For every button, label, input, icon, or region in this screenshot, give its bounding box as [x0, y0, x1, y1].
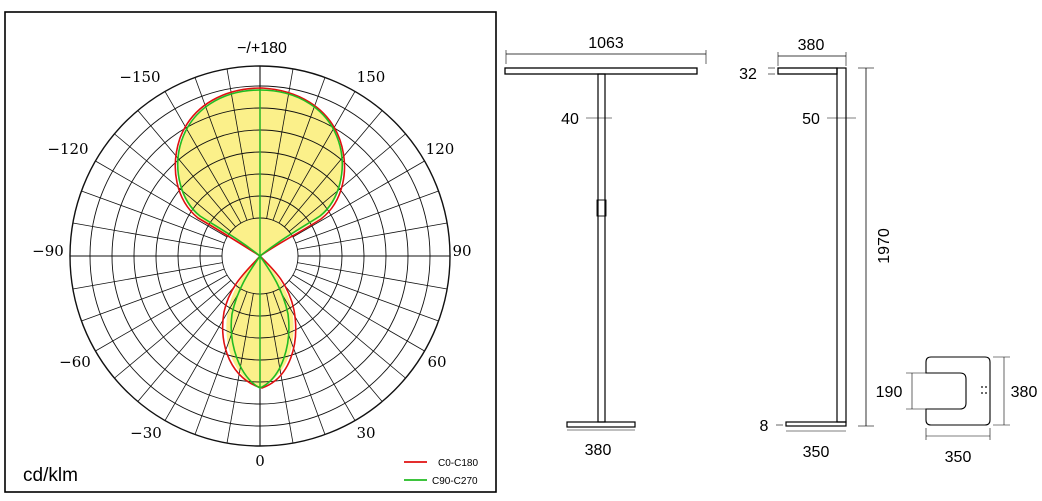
grid-spoke [272, 291, 326, 435]
hole [981, 392, 983, 394]
polar-grid [69, 65, 451, 447]
side-head-label: 32 [739, 66, 757, 83]
angle-label-minus90: −90 [32, 242, 64, 260]
base-plate [566, 421, 636, 428]
grid-spoke [295, 268, 439, 322]
top-depth-label: 380 [1011, 384, 1038, 401]
distribution-curves [174, 87, 346, 389]
angle-label-minus150: −150 [119, 68, 160, 86]
grid-spoke [194, 291, 248, 435]
top-view-holes [981, 386, 987, 394]
grid-spoke [292, 274, 425, 352]
angle-label-top: −/+180 [237, 40, 287, 57]
angle-label-150: 150 [357, 68, 386, 86]
angle-labels: −/+180 −150 150 −120 120 −90 90 −60 60 −… [32, 40, 471, 470]
angle-label-90: 90 [452, 242, 471, 260]
top-width-label: 350 [945, 449, 972, 466]
hole [985, 386, 987, 388]
front-width-label: 1063 [588, 35, 624, 52]
polar-frame [4, 11, 497, 493]
grid-spoke [278, 288, 356, 421]
grid-spoke [284, 284, 383, 402]
angle-label-120: 120 [426, 140, 455, 158]
angle-label-minus60: −60 [59, 353, 91, 371]
side-base-depth-label: 350 [803, 444, 830, 461]
top-view [906, 356, 1010, 440]
legend-label-c90-c270: C90-C270 [432, 476, 478, 487]
grid-spoke [95, 160, 228, 238]
side-pole-label: 50 [802, 111, 820, 128]
hole [981, 386, 983, 388]
side-base [785, 421, 847, 427]
base-outline [925, 356, 991, 426]
front-base-label: 380 [585, 442, 612, 459]
pole-joint [596, 199, 607, 217]
front-view [504, 50, 707, 431]
grid-spoke [288, 280, 406, 379]
unit-label: cd/klm [23, 465, 78, 486]
front-arm-label: 40 [561, 111, 579, 128]
grid-spoke [194, 77, 248, 221]
front-view-labels: 1063 40 380 [561, 35, 624, 459]
angle-label-bottom: 0 [255, 452, 265, 470]
grid-spoke [297, 262, 448, 290]
angle-label-60: 60 [427, 353, 446, 371]
grid-spoke [114, 280, 232, 379]
grid-spoke [295, 190, 439, 244]
angle-label-minus120: −120 [47, 140, 88, 158]
top-inner-label: 190 [876, 384, 903, 401]
side-view [768, 52, 874, 432]
side-view-labels: 380 32 50 1970 8 350 [739, 37, 893, 461]
grid-spoke [81, 268, 225, 322]
luminaire-head [504, 67, 698, 75]
grid-spoke [95, 274, 228, 352]
grid-spoke [226, 293, 254, 444]
grid-spoke [272, 77, 326, 221]
grid-spoke [72, 222, 223, 250]
grid-spoke [72, 262, 223, 290]
grid-spoke [137, 284, 236, 402]
pole [597, 73, 606, 423]
legend: C0-C180 C90-C270 [404, 458, 478, 487]
polar-diagram-panel: −/+180 −150 150 −120 120 −90 90 −60 60 −… [4, 11, 497, 493]
top-view-labels: 190 380 350 [876, 384, 1038, 466]
grid-spoke [297, 222, 448, 250]
side-depth-label: 380 [798, 37, 825, 54]
grid-spoke [292, 160, 425, 238]
legend-label-c0-c180: C0-C180 [438, 458, 478, 469]
angle-label-30: 30 [356, 424, 375, 442]
grid-spoke [288, 133, 406, 232]
side-pole [836, 67, 847, 423]
angle-label-minus30: −30 [130, 424, 162, 442]
curve-c0-c180-upper [174, 87, 346, 257]
grid-spoke [164, 91, 242, 224]
grid-spoke [164, 288, 242, 421]
grid-spoke [284, 110, 383, 228]
grid-spoke [114, 133, 232, 232]
hole [985, 392, 987, 394]
side-head [777, 67, 838, 75]
side-height-label: 1970 [876, 228, 893, 264]
side-base-label: 8 [760, 418, 769, 435]
grid-spoke [137, 110, 236, 228]
curve-c0-c180-lower [221, 255, 297, 389]
grid-spoke [278, 91, 356, 224]
grid-spoke [81, 190, 225, 244]
